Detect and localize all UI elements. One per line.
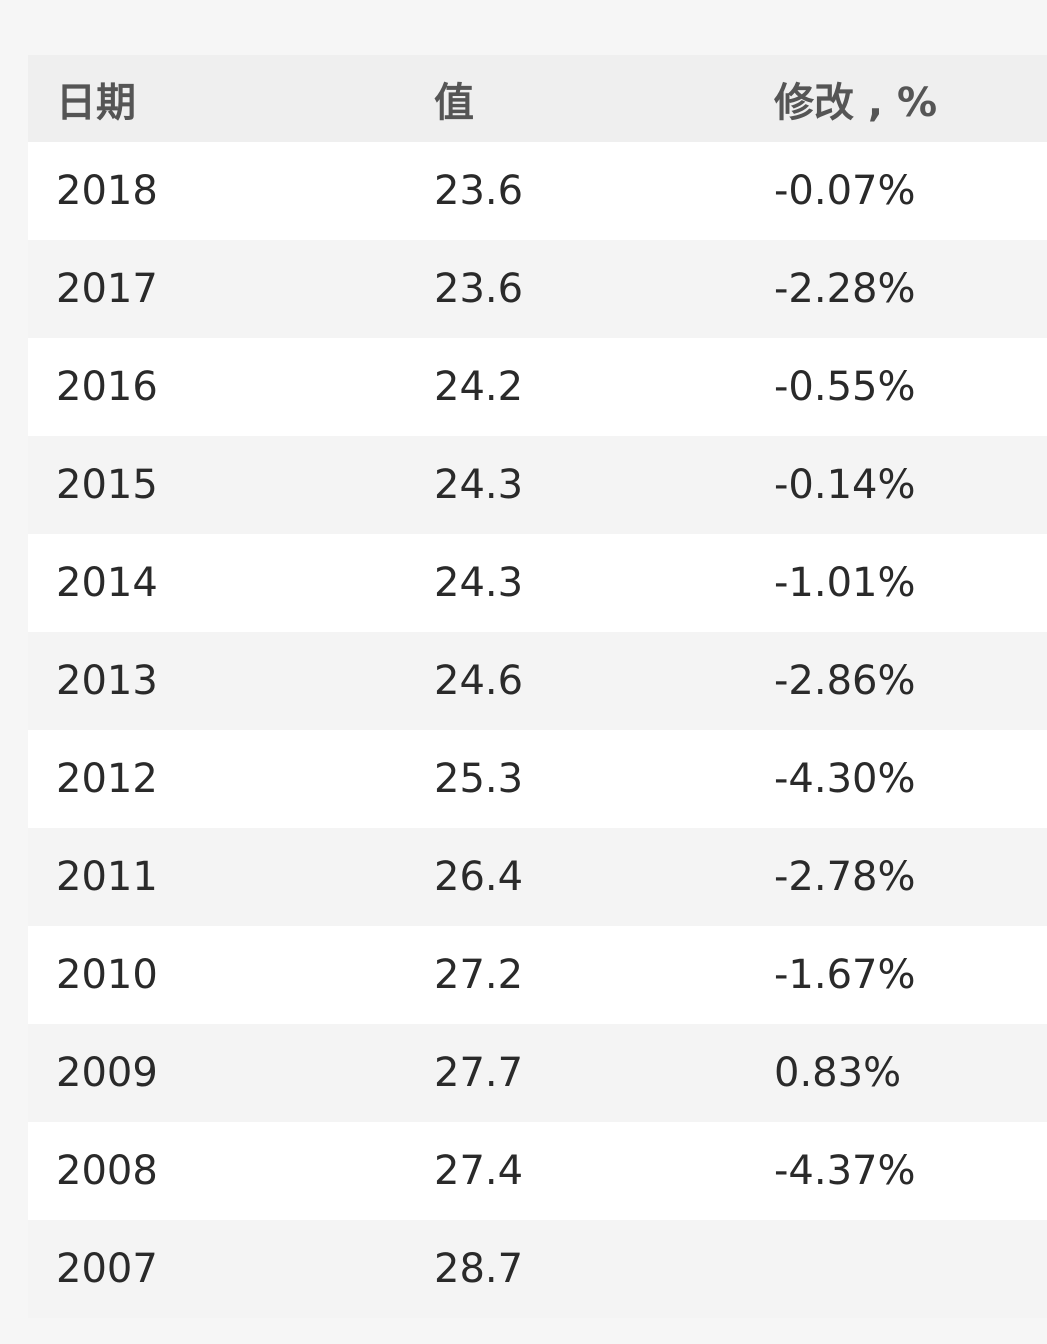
table-cell: 2007	[56, 1246, 158, 1292]
table-cell: 23.6	[434, 168, 524, 214]
table-cell: 2008	[56, 1148, 158, 1194]
table-row: 2009 27.7 0.83%	[28, 1024, 1047, 1122]
table-cell: 2009	[56, 1050, 158, 1096]
table-cell: 2011	[56, 854, 158, 900]
table-cell: 25.3	[434, 756, 524, 802]
table-cell: 24.3	[434, 462, 524, 508]
table-cell: 2010	[56, 952, 158, 998]
table-cell: -4.37%	[774, 1148, 916, 1194]
table-cell: 2018	[56, 168, 158, 214]
header-cell: 修改 , %	[774, 79, 938, 126]
table-cell: 23.6	[434, 266, 524, 312]
table-row: 2010 27.2 -1.67%	[28, 926, 1047, 1024]
header-cell: 日期	[56, 79, 136, 126]
table-cell: 2016	[56, 364, 158, 410]
table-cell: 2012	[56, 756, 158, 802]
table-cell: 24.2	[434, 364, 524, 410]
table-cell: 2015	[56, 462, 158, 508]
table-row: 2017 23.6 -2.28%	[28, 240, 1047, 338]
table-cell: -0.14%	[774, 462, 916, 508]
table-row: 2011 26.4 -2.78%	[28, 828, 1047, 926]
table-cell: 24.6	[434, 658, 524, 704]
table-cell: -1.01%	[774, 560, 916, 606]
data-table: 日期值修改 , % 2018 23.6 -0.07% 2017 23.6 -2.28% 201…	[28, 55, 1047, 1318]
table-row: 2018 23.6 -0.07%	[28, 142, 1047, 240]
header-row: 日期 值 修改 , %	[28, 55, 1047, 142]
table-row: 2015 24.3 -0.14%	[28, 436, 1047, 534]
table-cell: 0.83%	[774, 1050, 902, 1096]
table-cell: 2017	[56, 266, 158, 312]
table-cell: 27.4	[434, 1148, 524, 1194]
table-row: 2008 27.4 -4.37%	[28, 1122, 1047, 1220]
table-row: 2014 24.3 -1.01%	[28, 534, 1047, 632]
table-row: 2013 24.6 -2.86%	[28, 632, 1047, 730]
table-row: 2012 25.3 -4.30%	[28, 730, 1047, 828]
table-cell: -0.07%	[774, 168, 916, 214]
table-cell: 26.4	[434, 854, 524, 900]
table-cell: 28.7	[434, 1246, 524, 1292]
table-row: 2016 24.2 -0.55%	[28, 338, 1047, 436]
table-cell: 27.2	[434, 952, 524, 998]
table-cell: 24.3	[434, 560, 524, 606]
table-cell: 2014	[56, 560, 158, 606]
header-cell: 值	[434, 79, 474, 126]
table-cell: -2.86%	[774, 658, 916, 704]
table-cell: -2.28%	[774, 266, 916, 312]
table-cell: -0.55%	[774, 364, 916, 410]
table-cell: 27.7	[434, 1050, 524, 1096]
table-row: 2007 28.7	[28, 1220, 1047, 1318]
table-cell: -1.67%	[774, 952, 916, 998]
table-cell: -4.30%	[774, 756, 916, 802]
table-cell: 2013	[56, 658, 158, 704]
table-cell: -2.78%	[774, 854, 916, 900]
